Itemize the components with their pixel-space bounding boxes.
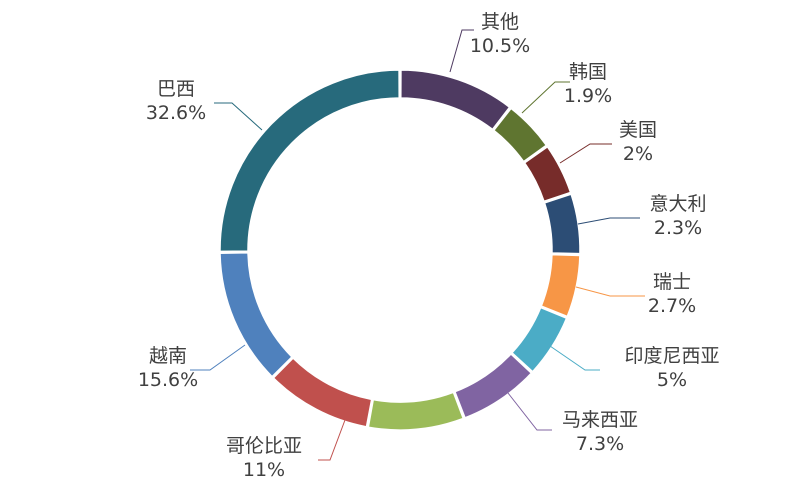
slice-3 <box>523 145 572 203</box>
slice-value-label: 10.5% <box>470 35 530 57</box>
leader-line-5 <box>575 286 645 297</box>
slice-name-label: 瑞士 <box>653 271 691 293</box>
slice-2 <box>492 107 548 163</box>
slice-name-label: 巴西 <box>157 78 195 100</box>
slice-6 <box>510 306 568 373</box>
slice-name-label: 马来西亚 <box>562 409 638 431</box>
slice-7 <box>453 352 533 419</box>
slice-1 <box>400 69 511 131</box>
slice-name-label: 意大利 <box>649 193 706 215</box>
slice-name-label: 哥伦比亚 <box>226 435 302 457</box>
slice-10 <box>219 251 294 378</box>
slice-4 <box>543 193 581 255</box>
leader-line-9 <box>318 419 346 461</box>
slice-value-label: 11% <box>243 459 285 481</box>
leader-line-1 <box>449 29 474 73</box>
slice-name-label: 越南 <box>149 345 187 367</box>
slice-name-label: 韩国 <box>569 61 607 83</box>
slice-value-label: 15.6% <box>138 369 198 391</box>
leader-line-11 <box>214 102 263 131</box>
slice-value-label: 32.6% <box>146 102 206 124</box>
leader-line-6 <box>549 345 600 371</box>
leader-line-4 <box>577 217 640 225</box>
slice-value-label: 1.9% <box>564 85 612 107</box>
slice-value-label: 2.3% <box>654 217 702 239</box>
slice-value-label: 2% <box>623 143 653 165</box>
slice-11 <box>219 69 400 253</box>
leader-line-7 <box>507 392 552 431</box>
leader-line-3 <box>559 143 612 164</box>
slice-name-label: 美国 <box>619 119 657 141</box>
slice-value-label: 5% <box>657 369 687 391</box>
leader-line-10 <box>190 344 246 371</box>
slice-value-label: 7.3% <box>576 433 624 455</box>
leader-lines <box>190 29 645 461</box>
slice-9 <box>272 356 373 428</box>
slice-8 <box>367 391 465 431</box>
donut-slices <box>219 69 581 431</box>
leader-line-2 <box>521 81 570 114</box>
slice-5 <box>540 253 581 318</box>
slice-name-label: 其他 <box>481 11 519 33</box>
slice-value-label: 2.7% <box>648 295 696 317</box>
slice-name-label: 印度尼西亚 <box>624 345 719 367</box>
